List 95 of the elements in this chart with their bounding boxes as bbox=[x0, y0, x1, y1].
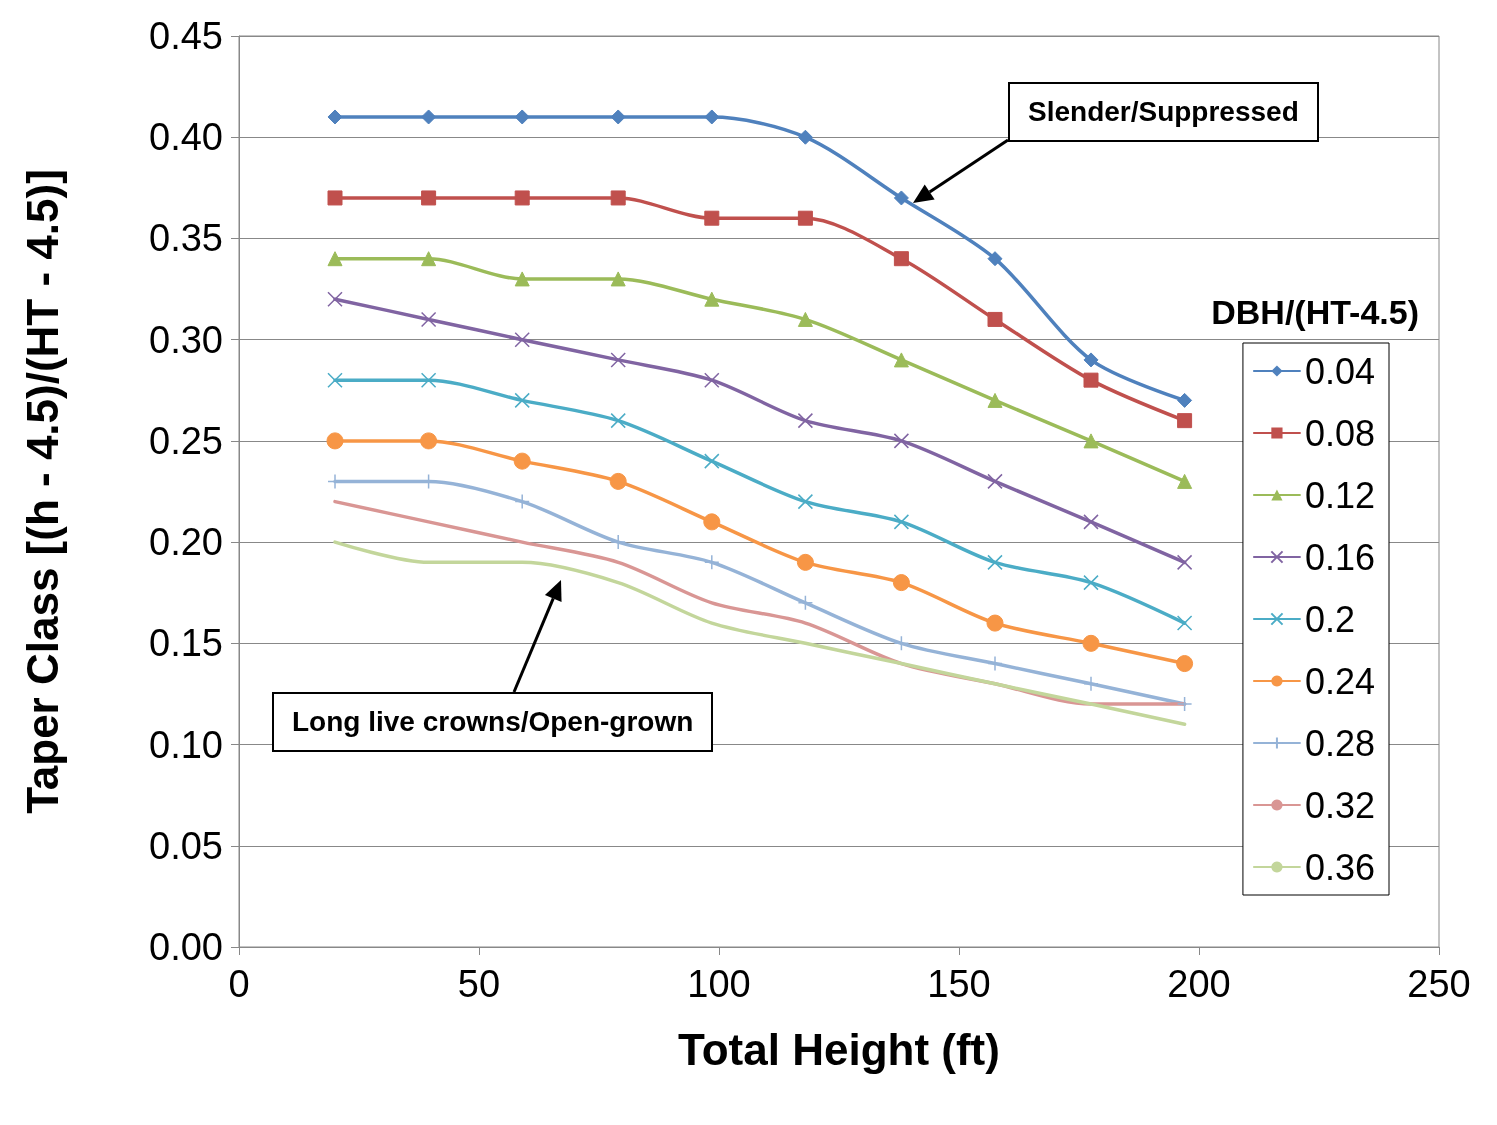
x-tick-label: 50 bbox=[457, 963, 501, 1005]
point bbox=[610, 109, 626, 125]
point bbox=[327, 109, 343, 125]
point bbox=[421, 190, 437, 206]
point bbox=[514, 109, 530, 125]
legend-label: 0.36 bbox=[1304, 846, 1376, 888]
point bbox=[704, 210, 720, 226]
point bbox=[893, 352, 909, 368]
point bbox=[704, 554, 720, 571]
point bbox=[797, 595, 814, 611]
y-tick-label: 0.35 bbox=[149, 217, 223, 260]
legend-label: 0.16 bbox=[1304, 536, 1376, 578]
y-tick-label: 0.20 bbox=[149, 521, 223, 564]
point bbox=[420, 432, 438, 450]
y-tick-label: 0.45 bbox=[149, 15, 223, 57]
y-tick-label: 0.05 bbox=[149, 824, 223, 867]
point bbox=[1176, 615, 1193, 631]
point bbox=[704, 291, 720, 307]
point bbox=[1177, 392, 1193, 408]
x-tick-label: 0 bbox=[228, 963, 250, 1005]
point bbox=[892, 574, 910, 592]
x-tick-label: 200 bbox=[1167, 963, 1231, 1005]
legend-label: 0.28 bbox=[1304, 722, 1376, 764]
legend-label: 0.24 bbox=[1304, 660, 1376, 702]
point bbox=[987, 554, 1003, 571]
point bbox=[1083, 514, 1099, 530]
x-tick-label: 150 bbox=[927, 963, 991, 1005]
point bbox=[987, 473, 1003, 490]
y-tick-label: 0.40 bbox=[149, 116, 223, 159]
point bbox=[703, 513, 721, 531]
point bbox=[514, 331, 530, 348]
point bbox=[1176, 655, 1194, 673]
point bbox=[327, 291, 343, 307]
point bbox=[514, 271, 530, 287]
point bbox=[609, 472, 627, 490]
annotation: Long live crowns/Open-grown bbox=[272, 692, 714, 752]
point bbox=[1177, 413, 1193, 429]
point bbox=[797, 210, 813, 226]
point bbox=[326, 432, 344, 450]
x-tick-label: 250 bbox=[1407, 963, 1471, 1005]
point bbox=[987, 311, 1003, 327]
point bbox=[1177, 473, 1193, 489]
point bbox=[1176, 696, 1193, 712]
point bbox=[1083, 372, 1099, 388]
y-tick-label: 0.10 bbox=[149, 723, 223, 766]
point bbox=[610, 190, 626, 206]
legend-title: DBH/(HT-4.5) bbox=[1211, 293, 1420, 331]
point bbox=[893, 251, 909, 267]
point bbox=[1083, 433, 1099, 449]
point bbox=[704, 109, 720, 125]
y-tick-label: 0.00 bbox=[149, 926, 223, 968]
point bbox=[327, 372, 343, 388]
point bbox=[987, 251, 1003, 267]
point bbox=[610, 352, 626, 368]
point bbox=[986, 614, 1004, 632]
point bbox=[796, 553, 814, 571]
point bbox=[1083, 352, 1099, 368]
y-axis-title: Taper Class [(h - 4.5)/(HT - 4.5)] bbox=[17, 169, 67, 814]
legend-label: 0.2 bbox=[1304, 598, 1355, 640]
point bbox=[513, 452, 531, 470]
point bbox=[514, 392, 530, 409]
point bbox=[421, 109, 437, 125]
y-tick-label: 0.15 bbox=[149, 622, 223, 665]
y-tick-label: 0.25 bbox=[149, 419, 223, 462]
point bbox=[704, 372, 720, 388]
point bbox=[1083, 574, 1099, 591]
legend-label: 0.32 bbox=[1304, 784, 1376, 826]
point bbox=[514, 190, 530, 206]
point bbox=[797, 412, 814, 429]
point bbox=[514, 493, 530, 510]
point bbox=[893, 190, 909, 206]
point bbox=[893, 514, 910, 530]
legend-label: 0.08 bbox=[1304, 412, 1376, 454]
point bbox=[893, 635, 910, 652]
point bbox=[610, 412, 626, 429]
point bbox=[420, 311, 437, 328]
point bbox=[797, 311, 813, 327]
point bbox=[327, 251, 343, 267]
point bbox=[420, 372, 437, 388]
y-tick-label: 0.30 bbox=[149, 318, 223, 361]
point bbox=[797, 129, 813, 145]
legend-label: 0.12 bbox=[1304, 474, 1376, 516]
point bbox=[1176, 554, 1193, 571]
x-axis-title: Total Height (ft) bbox=[678, 1024, 1000, 1074]
point bbox=[797, 493, 814, 510]
annotation: Slender/Suppressed bbox=[1008, 82, 1319, 142]
point bbox=[987, 392, 1003, 408]
point bbox=[610, 271, 626, 287]
point bbox=[327, 190, 343, 206]
x-tick-label: 100 bbox=[687, 963, 751, 1005]
point bbox=[893, 433, 910, 449]
legend-label: 0.04 bbox=[1304, 350, 1376, 392]
point bbox=[1082, 634, 1100, 652]
point bbox=[421, 251, 437, 267]
point bbox=[704, 453, 720, 469]
